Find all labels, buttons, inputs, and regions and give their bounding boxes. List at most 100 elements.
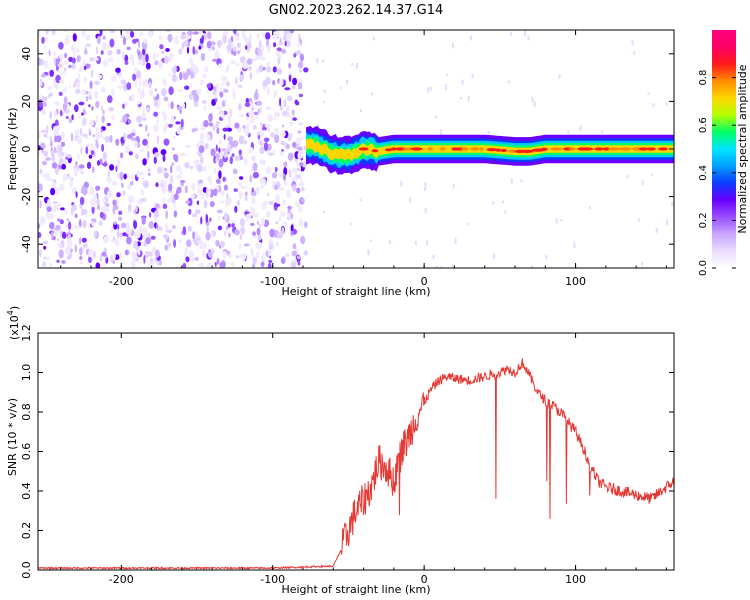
spectrogram-noise-cell — [96, 204, 101, 210]
spectrogram-noise-cell — [215, 123, 219, 129]
spectrogram-noise-cell — [180, 34, 187, 40]
spectrogram-noise-cell — [276, 68, 283, 75]
spectrogram-noise-cell — [199, 132, 205, 141]
spectrogram-noise-cell — [41, 174, 46, 178]
spectrogram-signal-peak — [550, 147, 563, 151]
spectrogram-noise-cell — [273, 42, 277, 48]
y-tick-label: 0.0 — [20, 561, 33, 579]
spectrogram-signal-peak — [410, 147, 423, 151]
spectrogram-noise-cell — [240, 56, 246, 64]
spectrogram-noise-cell — [46, 124, 49, 133]
spectrogram-noise-cell — [192, 31, 199, 35]
spectrogram-noise-cell — [120, 152, 124, 159]
spectrogram-noise-cell — [39, 82, 43, 86]
spectrogram-noise-cell — [137, 99, 141, 105]
spectrogram-noise-cell — [145, 53, 149, 63]
spectrogram-noise-cell — [128, 151, 133, 156]
spectrogram-speck — [527, 35, 530, 41]
spectrogram-noise-cell — [277, 57, 281, 65]
spectrogram-noise-cell — [85, 146, 89, 155]
spectrogram-noise-cell — [131, 259, 136, 268]
spectrogram-noise-cell — [110, 254, 113, 264]
spectrogram-noise-cell — [269, 228, 276, 238]
spectrogram-noise-cell — [176, 75, 179, 82]
spectrogram-noise-cell — [66, 255, 71, 260]
spectrogram-noise-cell — [44, 96, 48, 102]
spectrogram-noise-cell — [263, 142, 269, 152]
spectrogram-noise-cell — [264, 123, 271, 128]
spectrogram-noise-cell — [78, 101, 85, 106]
spectrogram-noise-cell — [132, 73, 137, 82]
spectrogram-noise-cell — [79, 260, 83, 265]
spectrogram-noise-cell — [294, 169, 297, 178]
spectrogram-noise-cell — [117, 224, 120, 230]
spectrogram-noise-cell — [71, 204, 77, 212]
spectrogram-noise-cell — [264, 137, 270, 143]
spectrogram-noise-cell — [199, 79, 205, 85]
spectrogram-noise-cell — [152, 124, 159, 132]
spectrogram-noise-cell — [292, 184, 297, 192]
spectrogram-noise-cell — [244, 157, 248, 166]
spectrogram-noise-cell — [268, 259, 273, 264]
spectrogram-noise-cell — [281, 124, 285, 128]
spectrogram-noise-cell — [148, 172, 151, 176]
y-tick-label: 40 — [20, 47, 33, 61]
spectrogram-noise-cell — [260, 122, 263, 126]
spectrogram-noise-cell — [122, 114, 128, 123]
spectrogram-noise-cell — [50, 231, 54, 239]
spectrogram-noise-cell — [109, 30, 116, 34]
spectrogram-noise-cell — [165, 48, 170, 52]
spectrogram-noise-cell — [283, 161, 288, 168]
spectrogram-noise-cell — [93, 193, 98, 200]
spectrogram-noise-cell — [296, 160, 299, 167]
spectrogram-noise-cell — [273, 90, 278, 99]
spectrogram-noise-cell — [158, 60, 163, 69]
x-tick-label: 100 — [565, 275, 586, 288]
spectrogram-noise-cell — [40, 109, 47, 115]
spectrogram-noise-cell — [99, 211, 104, 219]
spectrogram-noise-cell — [71, 114, 74, 121]
spectrogram-speck — [466, 222, 469, 225]
spectrogram-noise-cell — [107, 95, 113, 104]
spectrogram-signal-peak — [594, 147, 605, 151]
spectrogram-noise-cell — [83, 117, 87, 126]
spectrogram-noise-cell — [142, 79, 146, 87]
spectrogram-noise-cell — [244, 102, 251, 108]
spectrogram-x-label: Height of straight line (km) — [281, 285, 430, 298]
spectrogram-noise-cell — [292, 77, 298, 86]
colorbar-tick-label: 0.8 — [698, 70, 709, 86]
spectrogram-noise-cell — [218, 158, 224, 168]
spectrogram-noise-cell — [255, 242, 260, 249]
spectrogram-noise-cell — [241, 30, 246, 37]
spectrogram-noise-cell — [148, 81, 152, 89]
spectrogram-noise-cell — [115, 67, 121, 73]
spectrogram-noise-cell — [107, 57, 114, 63]
spectrogram-noise-cell — [50, 187, 56, 196]
spectrogram-noise-cell — [225, 225, 229, 230]
spectrogram-noise-cell — [233, 46, 237, 52]
colorbar-tick-label: 0.6 — [698, 117, 709, 133]
spectrogram-noise-cell — [283, 99, 287, 108]
spectrogram-noise-cell — [303, 146, 307, 151]
spectrogram-noise-cell — [61, 231, 67, 239]
spectrogram-noise-cell — [88, 104, 91, 108]
spectrogram-noise-cell — [261, 31, 265, 37]
spectrogram-noise-cell — [128, 195, 135, 204]
spectrogram-noise-cell — [182, 226, 187, 235]
spectrogram-noise-cell — [200, 156, 204, 164]
spectrogram-noise-cell — [185, 256, 190, 263]
spectrogram-noise-cell — [143, 38, 148, 44]
y-tick-label: 0.8 — [20, 403, 33, 421]
spectrogram-noise-cell — [248, 110, 255, 118]
spectrogram-speck — [351, 63, 354, 66]
spectrogram-noise-cell — [43, 134, 47, 137]
spectrogram-noise-cell — [206, 262, 213, 268]
spectrogram-noise-cell — [170, 165, 173, 174]
spectrogram-noise-cell — [49, 263, 53, 267]
spectrogram-noise-cell — [76, 136, 82, 141]
spectrogram-noise-cell — [140, 198, 146, 202]
spectrogram-speck — [637, 217, 640, 222]
spectrogram-noise-cell — [124, 60, 129, 65]
spectrogram-noise-cell — [182, 262, 187, 268]
spectrogram-noise-cell — [81, 112, 84, 116]
